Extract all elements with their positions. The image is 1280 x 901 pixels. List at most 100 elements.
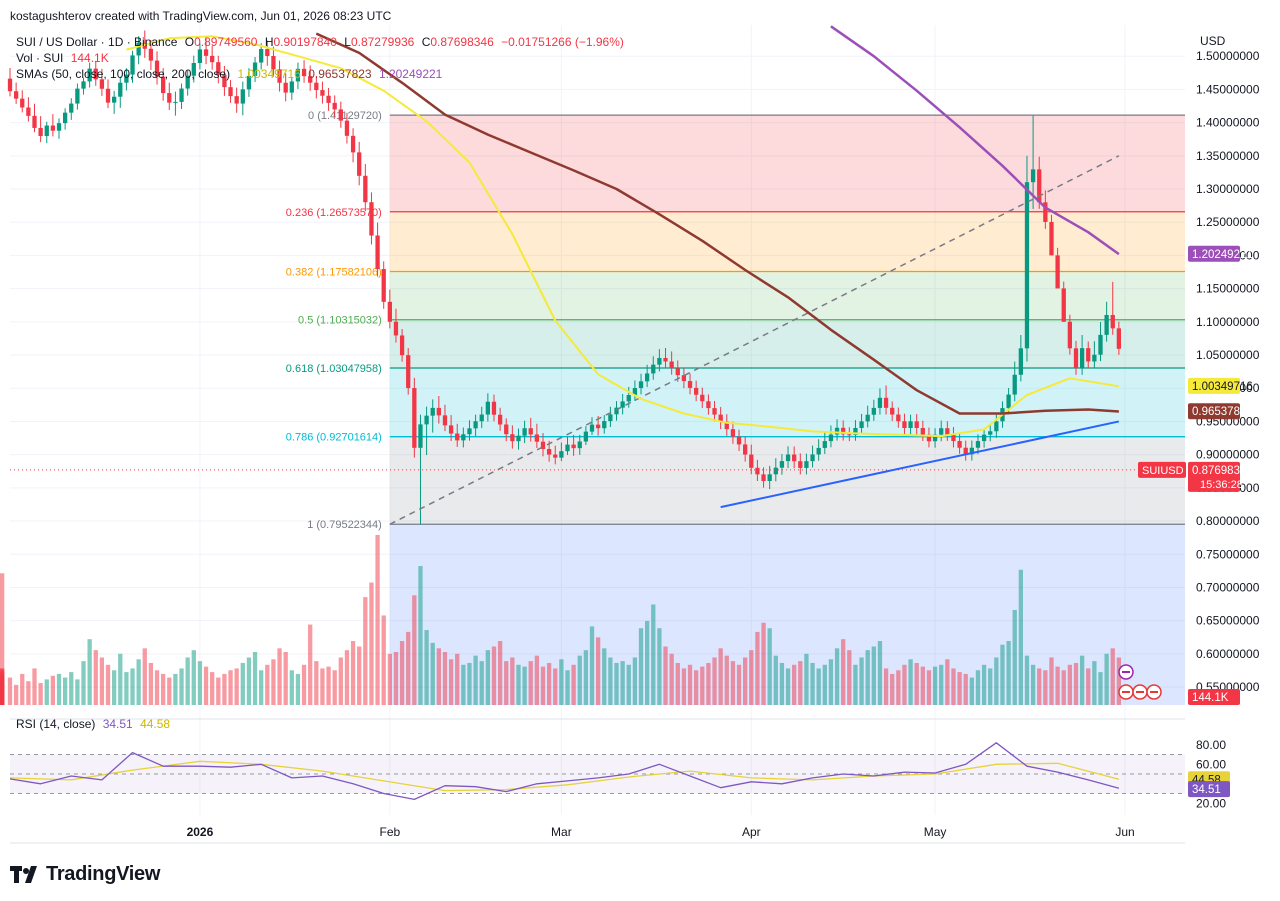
volume-bar (412, 595, 417, 705)
volume-bar (424, 630, 429, 705)
candle-body (1086, 348, 1091, 362)
volume-bar (44, 679, 49, 705)
candle-body (712, 408, 717, 415)
symbol-legend[interactable]: SUI / US Dollar · 1D · Binance O0.897495… (16, 35, 628, 49)
candle-body (687, 381, 693, 388)
volume-bar (553, 668, 558, 705)
low-value: 0.87279936 (350, 35, 415, 49)
candle-body (118, 82, 123, 97)
volume-bar (381, 615, 386, 705)
volume-bar (210, 672, 215, 705)
candle-body (203, 49, 209, 56)
volume-bar (7, 677, 13, 705)
currency-label: USD (1200, 34, 1226, 48)
volume-bar (988, 668, 993, 705)
volume-bar (99, 657, 105, 705)
candle-body (350, 135, 356, 153)
volume-bar (644, 620, 650, 705)
candle-body (81, 81, 86, 89)
sma200-price-label-bg (1188, 245, 1240, 262)
volume-bar (406, 631, 411, 705)
volume-title[interactable]: Vol · SUI (16, 51, 64, 65)
volume-bar (26, 681, 31, 705)
volume-bar (865, 650, 870, 705)
low-label: L (344, 35, 351, 49)
candle-body (442, 415, 448, 426)
volume-bar (118, 653, 123, 705)
volume-bar (700, 666, 705, 705)
volume-bar (1110, 648, 1115, 705)
volume-bar (20, 673, 25, 705)
volume-bar (1018, 569, 1023, 705)
candle-body (816, 447, 821, 455)
time-tick-label: May (924, 825, 947, 839)
symbol-title[interactable]: SUI / US Dollar · 1D · Binance (16, 35, 178, 49)
candle-body (577, 441, 582, 449)
candle-body (1104, 314, 1109, 335)
volume-bar (283, 651, 288, 705)
candle-body (289, 81, 294, 93)
volume-bar (963, 673, 968, 705)
candle-body (657, 357, 662, 365)
candle-body (185, 75, 190, 89)
volume-bar (1073, 662, 1079, 705)
candle-body (20, 98, 25, 108)
open-value: 0.89749560 (194, 35, 258, 49)
candle-body (393, 321, 399, 336)
sma200-price-label: 1.20249221 (1192, 249, 1253, 261)
volume-bar (712, 657, 717, 705)
candle-body (626, 395, 631, 402)
candle-body (914, 421, 919, 429)
tradingview-brand[interactable]: TradingView (10, 862, 160, 886)
volume-bar (939, 664, 944, 705)
volume-bar (320, 668, 325, 705)
candle-body (902, 421, 907, 429)
time-axis: 2026 Feb Mar Apr May Jun (187, 825, 1135, 839)
candle-body (375, 235, 380, 270)
candle-body (124, 74, 129, 83)
rsi-legend[interactable]: RSI (14, close) 34.51 44.58 (16, 717, 174, 731)
volume-bar (896, 670, 901, 705)
candle-body (700, 394, 705, 402)
volume-bar (179, 668, 184, 705)
candle-body (859, 421, 864, 428)
candle-body (467, 428, 472, 435)
price-tick-label: 1.35000000 (1196, 149, 1260, 163)
volume-bar (301, 664, 307, 705)
fib-level-label: 0.236 (1.26573570) (286, 207, 382, 219)
sma-legend[interactable]: SMAs (50, close, 100, close, 200, close)… (16, 67, 446, 81)
volume-bar (1061, 670, 1066, 705)
volume-bar (81, 661, 86, 705)
volume-bar (326, 666, 331, 705)
candle-body (179, 88, 184, 102)
volume-bar (240, 662, 245, 705)
candle-body (191, 62, 196, 76)
volume-bar (87, 639, 92, 705)
fib-level-label: 0.786 (0.92701614) (286, 432, 382, 444)
volume-bar (571, 664, 576, 705)
volume-bar (657, 628, 662, 705)
candle-body (945, 428, 950, 435)
high-value: 0.90197840 (273, 35, 337, 49)
fib-level-label: 0 (1.41129720) (308, 110, 382, 122)
volume-bar (314, 661, 319, 705)
rsi-title[interactable]: RSI (14, close) (16, 717, 96, 731)
volume-bar (816, 668, 821, 705)
candle-body (399, 335, 405, 356)
volume-bar (724, 655, 729, 705)
candle-body (743, 444, 748, 455)
volume-bar (0, 573, 5, 705)
volume-bar (902, 664, 907, 705)
volume-bar (1098, 672, 1103, 705)
candle-body (528, 428, 533, 435)
volume-legend[interactable]: Vol · SUI 144.1K (16, 51, 113, 65)
volume-bar (473, 655, 478, 705)
volume-bar (749, 650, 754, 705)
fib-level-label: 1 (0.79522344) (307, 519, 382, 531)
candle-body (338, 109, 343, 121)
volume-bar (920, 666, 925, 705)
candle-body (608, 414, 613, 422)
candle-body (485, 401, 491, 415)
sma-title[interactable]: SMAs (50, close, 100, close, 200, close) (16, 67, 231, 81)
candle-body (675, 368, 680, 376)
